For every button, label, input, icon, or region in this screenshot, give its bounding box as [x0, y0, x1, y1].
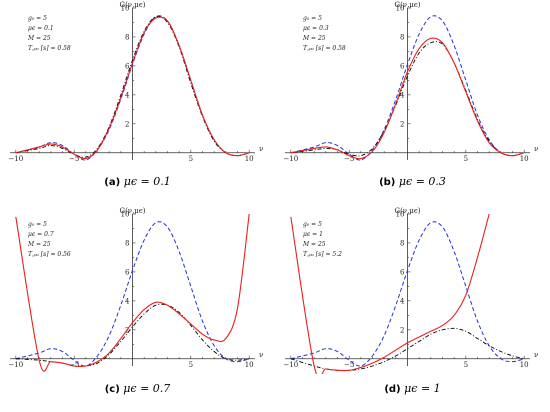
y-tick-label: 8 [400, 239, 404, 247]
panel-a: −10 −5 5 10 2 4 6 8 10 G(ν,μϵ) ν g₀ = 5 μϵ = 0.1 M = … [0, 0, 275, 206]
caption-d-expr: μϵ = 1 [404, 382, 441, 395]
param-line: μϵ = 1 [303, 231, 323, 238]
x-tick-label: −10 [283, 155, 298, 163]
y-tick-label: 10 [396, 211, 405, 219]
x-tick-label: 10 [520, 155, 529, 163]
param-line: μϵ = 0.1 [28, 25, 54, 32]
series-blue-dashed [290, 221, 525, 367]
x-tick-label: 5 [464, 361, 468, 369]
y-tick-label: 10 [121, 5, 130, 13]
y-tick-label: 4 [125, 91, 130, 99]
caption-b-expr: μϵ = 0.3 [398, 175, 446, 188]
caption-c-expr: μϵ = 0.7 [123, 382, 171, 395]
x-tick-label: 10 [245, 155, 254, 163]
x-axis-title: ν [259, 351, 263, 359]
param-line: M = 25 [302, 35, 326, 42]
series-red-solid [290, 213, 490, 374]
y-tick-label: 8 [400, 33, 404, 41]
series-red-solid [15, 213, 250, 372]
series-group [290, 213, 525, 374]
y-axis-title: G(ν,μϵ) [119, 207, 145, 215]
param-line: μϵ = 0.3 [303, 25, 329, 32]
caption-b-tag: (b) [379, 177, 396, 188]
series-blue-dashed [290, 15, 525, 161]
y-tick-label: 6 [125, 62, 130, 70]
caption-d: (d) μϵ = 1 [275, 382, 550, 395]
x-tick-label: −5 [69, 361, 79, 369]
y-axis-title: G(ν,μϵ) [119, 1, 145, 9]
caption-b: (b) μϵ = 0.3 [275, 175, 550, 188]
caption-a: (a) μϵ = 0.1 [0, 175, 275, 188]
param-line: T꜀ₚᵤ [s] = 0.58 [28, 45, 71, 52]
x-tick-label: −5 [69, 155, 79, 163]
y-tick-label: 8 [125, 239, 129, 247]
y-tick-label: 10 [396, 5, 405, 13]
x-tick-label: −10 [283, 361, 298, 369]
x-tick-label: −10 [8, 361, 23, 369]
panel-c: −10 −5 5 10 2 4 6 8 10 G(ν,μϵ) ν g₀ = 5 μϵ = 0.7 M = … [0, 206, 275, 412]
series-red-solid [290, 37, 525, 160]
caption-a-expr: μϵ = 0.1 [123, 175, 171, 188]
y-tick-label: 4 [400, 91, 405, 99]
caption-a-tag: (a) [104, 177, 121, 188]
param-line: g₀ = 5 [28, 221, 47, 228]
x-tick-label: −5 [344, 361, 354, 369]
x-tick-label: 5 [464, 155, 468, 163]
y-tick-label: 2 [400, 326, 404, 334]
x-tick-label: 5 [189, 155, 193, 163]
series-group [15, 213, 250, 372]
param-line: g₀ = 5 [303, 15, 322, 22]
param-line: g₀ = 5 [303, 221, 322, 228]
y-axis-title: G(ν,μϵ) [394, 207, 420, 215]
y-tick-label: 10 [121, 211, 130, 219]
y-tick-label: 8 [125, 33, 129, 41]
param-line: M = 25 [27, 241, 51, 248]
x-tick-label: −5 [344, 155, 354, 163]
y-axis-title: G(ν,μϵ) [394, 1, 420, 9]
series-blue-dashed [15, 221, 250, 367]
y-tick-label: 6 [125, 268, 130, 276]
y-tick-label: 2 [125, 120, 129, 128]
x-axis-title: ν [259, 145, 263, 153]
param-line: T꜀ₚᵤ [s] = 0.58 [303, 45, 346, 52]
param-line: T꜀ₚᵤ [s] = 5.2 [303, 251, 342, 258]
param-line: μϵ = 0.7 [28, 231, 54, 238]
x-axis-title: ν [534, 145, 538, 153]
param-line: g₀ = 5 [28, 15, 47, 22]
y-tick-label: 6 [400, 62, 405, 70]
caption-c-tag: (c) [104, 384, 120, 395]
param-line: M = 25 [302, 241, 326, 248]
x-tick-label: 10 [520, 361, 529, 369]
x-axis-title: ν [534, 351, 538, 359]
param-line: M = 25 [27, 35, 51, 42]
panel-b: −10 −5 5 10 2 4 6 8 10 G(ν,μϵ) ν g₀ = 5 μϵ = 0.3 M = … [275, 0, 550, 206]
param-line: T꜀ₚᵤ [s] = 0.56 [28, 251, 71, 258]
series-black-dashdot [15, 15, 250, 158]
x-tick-label: 5 [189, 361, 193, 369]
series-black-dashdot [290, 327, 525, 371]
series-group [290, 15, 525, 161]
series-red-solid [15, 16, 250, 160]
y-tick-label: 2 [400, 120, 404, 128]
x-tick-label: 10 [245, 361, 254, 369]
y-tick-label: 4 [400, 297, 405, 305]
caption-d-tag: (d) [384, 384, 401, 395]
caption-c: (c) μϵ = 0.7 [0, 382, 275, 395]
x-tick-label: −10 [8, 155, 23, 163]
series-group [15, 15, 250, 161]
y-tick-label: 6 [400, 268, 405, 276]
y-tick-label: 4 [125, 297, 130, 305]
